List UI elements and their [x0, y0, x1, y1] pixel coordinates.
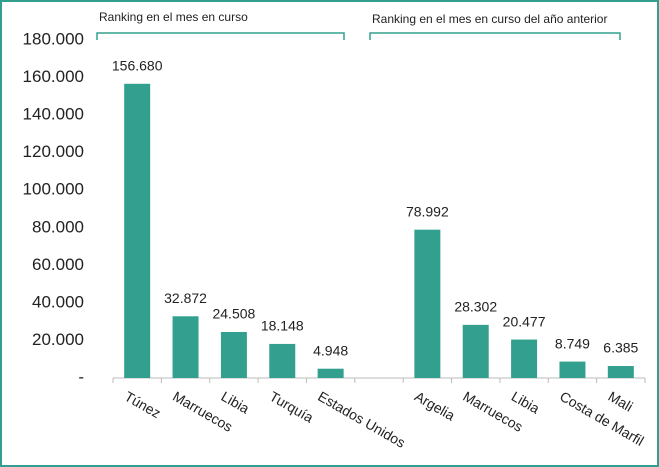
bar	[462, 324, 489, 378]
annotation-bracket	[369, 32, 621, 40]
bar	[172, 316, 199, 378]
bar	[269, 343, 296, 378]
y-tick-label: 160.000	[23, 67, 84, 86]
bar	[559, 361, 586, 378]
bar	[124, 83, 151, 378]
annotation-bracket	[96, 32, 345, 40]
y-tick-label: 40.000	[32, 292, 84, 311]
annotation: Ranking en el mes en curso del año anter…	[372, 12, 607, 26]
data-label: 18.148	[261, 318, 304, 334]
bar	[220, 331, 247, 378]
bar	[414, 229, 441, 378]
y-tick-label: 60.000	[32, 255, 84, 274]
y-tick-label: 180.000	[23, 29, 84, 48]
y-tick-label: 140.000	[23, 105, 84, 124]
data-label: 32.872	[164, 290, 207, 306]
bar	[511, 339, 538, 378]
bar	[317, 368, 344, 378]
data-label: 24.508	[212, 306, 255, 322]
y-tick-label: 100.000	[23, 180, 84, 199]
bar	[607, 366, 634, 378]
data-label: 28.302	[454, 299, 497, 315]
data-label: 20.477	[503, 313, 546, 329]
data-label: 4.948	[313, 342, 348, 358]
y-tick-label: 120.000	[23, 142, 84, 161]
data-label: 6.385	[603, 340, 638, 356]
y-tick-label: 80.000	[32, 217, 84, 236]
data-label: 78.992	[406, 203, 449, 219]
y-tick-label: -	[78, 367, 84, 386]
y-tick-label: 20.000	[32, 330, 84, 349]
annotation: Ranking en el mes en curso	[99, 10, 248, 24]
data-label: 156.680	[112, 57, 163, 73]
data-label: 8.749	[555, 335, 590, 351]
